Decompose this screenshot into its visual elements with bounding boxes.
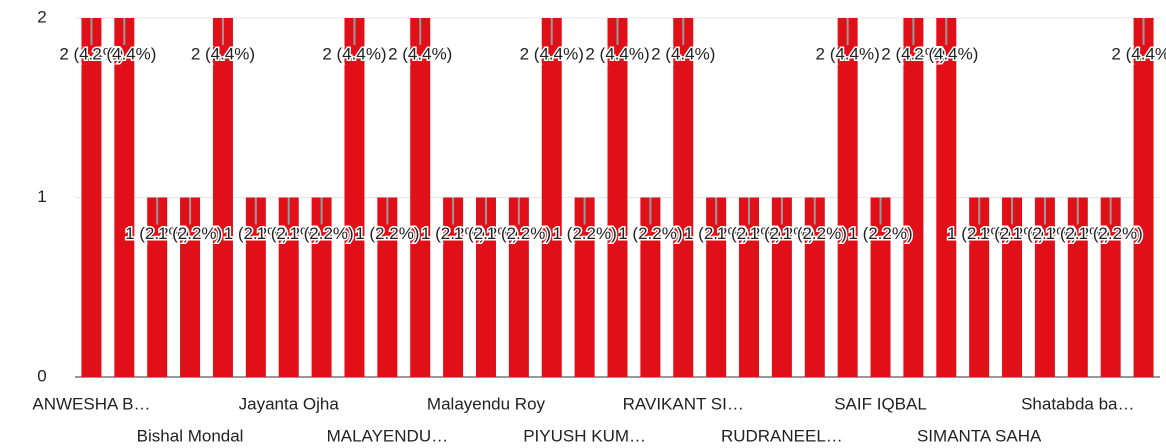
value-label: 1 (2.2%) [289, 224, 353, 243]
value-label: 1 (2.2%) [717, 224, 781, 243]
bar [344, 18, 365, 377]
value-label: 1 (2.2%) [947, 224, 1011, 243]
bar [508, 197, 529, 377]
value-label: 2 (4.4%) [585, 44, 649, 63]
bar [903, 18, 924, 377]
value-label: 2 (4.4%) [322, 44, 386, 63]
x-tick-label: Bishal Mondal [137, 426, 244, 445]
value-label: 1 (2.2%) [125, 224, 189, 243]
value-label: 1 (2.2%) [421, 224, 485, 243]
bar [607, 18, 628, 377]
value-label: 2 (4.4%) [651, 44, 715, 63]
value-label: 2 (4.4%) [59, 44, 123, 63]
value-label: 1 (2.2%) [783, 224, 847, 243]
value-label: 2 (4.4%) [881, 44, 945, 63]
value-label: 1 (2.2%) [454, 224, 518, 243]
x-tick-label: RUDRANEEL… [721, 426, 843, 445]
value-label: 1 (2.2%) [257, 224, 321, 243]
value-label: 2 (4.4%) [191, 44, 255, 63]
bar [640, 197, 661, 377]
value-label: 1 (2.2%) [158, 224, 222, 243]
value-label: 1 (2.2%) [1013, 224, 1077, 243]
bar [147, 197, 168, 377]
value-label: 1 (2.2%) [355, 224, 419, 243]
bar [81, 18, 102, 377]
bar [837, 18, 858, 377]
bar [410, 18, 431, 377]
value-label: 1 (2.2%) [980, 224, 1044, 243]
value-label: 2 (4.4%) [520, 44, 584, 63]
x-tick-label: Shatabda ba… [1021, 394, 1134, 413]
value-label: 1 (2.2%) [1079, 224, 1143, 243]
bar [574, 197, 595, 377]
x-tick-label: PIYUSH KUM… [523, 426, 646, 445]
bar [739, 197, 760, 377]
value-label: 2 (4.4%) [92, 44, 156, 63]
x-tick-label: MALAYENDU… [327, 426, 449, 445]
bar [311, 197, 332, 377]
value-label: 2 (4.4%) [1111, 44, 1166, 63]
bar [541, 18, 562, 377]
bar [969, 197, 990, 377]
x-tick-label: Jayanta Ojha [239, 394, 340, 413]
value-label: 1 (2.2%) [487, 224, 551, 243]
bar [870, 197, 891, 377]
bar [1133, 18, 1154, 377]
bar [475, 197, 496, 377]
bar [245, 197, 266, 377]
x-tick-label: Malayendu Roy [427, 394, 546, 413]
x-tick-label: SAIF IQBAL [834, 394, 927, 413]
bar [1034, 197, 1055, 377]
bar [936, 18, 957, 377]
x-tick-label: SIMANTA SAHA [917, 426, 1042, 445]
y-tick-label: 1 [37, 187, 46, 206]
bar [706, 197, 727, 377]
y-tick-label: 2 [37, 7, 46, 26]
bar [771, 197, 792, 377]
value-label: 1 (2.2%) [552, 224, 616, 243]
value-label: 1 (2.2%) [848, 224, 912, 243]
bar [673, 18, 694, 377]
y-tick-label: 0 [37, 366, 46, 385]
value-label: 1 (2.2%) [224, 224, 288, 243]
bar [804, 197, 825, 377]
value-label: 2 (4.4%) [388, 44, 452, 63]
value-label: 1 (2.2%) [618, 224, 682, 243]
x-tick-label: ANWESHA B… [32, 394, 150, 413]
x-tick-label: RAVIKANT SI… [623, 394, 744, 413]
bar [443, 197, 464, 377]
bar [180, 197, 201, 377]
value-label: 1 (2.2%) [684, 224, 748, 243]
value-label: 2 (4.4%) [914, 44, 978, 63]
value-label: 1 (2.2%) [1046, 224, 1110, 243]
value-label: 1 (2.2%) [750, 224, 814, 243]
value-label: 2 (4.4%) [816, 44, 880, 63]
bar [212, 18, 233, 377]
bar [114, 18, 135, 377]
bar [1100, 197, 1121, 377]
bar [278, 197, 299, 377]
bar [377, 197, 398, 377]
bar [1067, 197, 1088, 377]
bar [1002, 197, 1023, 377]
